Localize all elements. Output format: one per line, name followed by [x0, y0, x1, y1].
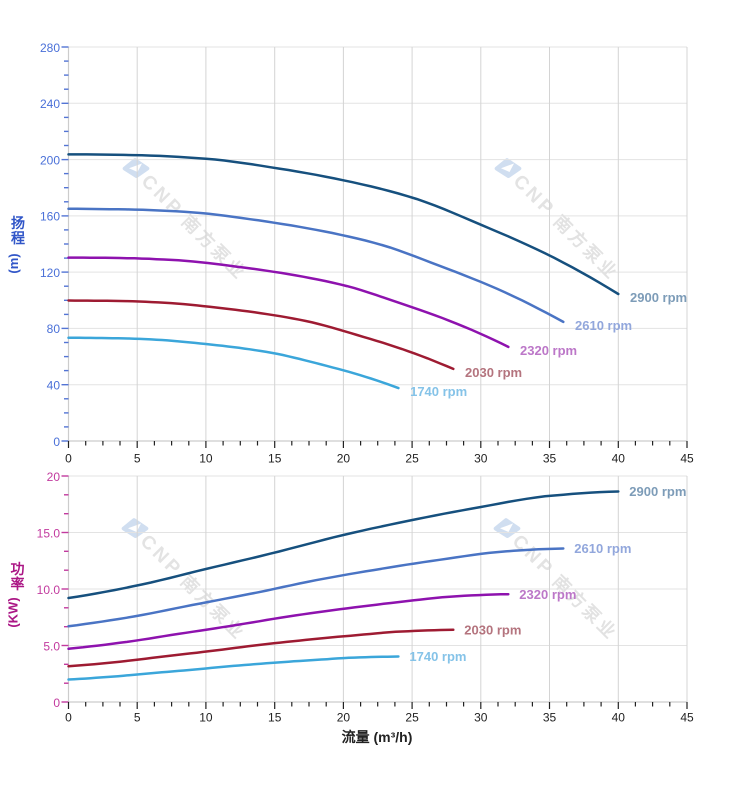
svg-text:5: 5 [134, 451, 141, 465]
svg-text:40: 40 [612, 711, 626, 725]
svg-text:40: 40 [47, 379, 61, 393]
svg-text:35: 35 [543, 451, 557, 465]
svg-text:率: 率 [11, 576, 25, 592]
svg-text:15: 15 [268, 451, 282, 465]
svg-text:15.0: 15.0 [37, 526, 61, 540]
svg-text:80: 80 [47, 322, 61, 336]
svg-text:1740 rpm: 1740 rpm [410, 384, 467, 399]
svg-text:15: 15 [268, 711, 282, 725]
svg-text:2900 rpm: 2900 rpm [629, 484, 686, 499]
svg-text:20: 20 [47, 470, 61, 484]
svg-text:扬: 扬 [11, 215, 25, 231]
svg-text:30: 30 [474, 711, 488, 725]
svg-text:120: 120 [40, 266, 60, 280]
svg-text:(KW): (KW) [6, 597, 21, 627]
svg-text:0: 0 [65, 711, 72, 725]
svg-text:5: 5 [134, 711, 141, 725]
svg-text:2320 rpm: 2320 rpm [519, 587, 576, 602]
svg-text:程: 程 [11, 230, 25, 246]
svg-text:10: 10 [199, 451, 213, 465]
svg-text:25: 25 [405, 451, 419, 465]
svg-text:5.0: 5.0 [43, 639, 60, 653]
svg-text:25: 25 [405, 711, 419, 725]
svg-text:30: 30 [474, 451, 488, 465]
svg-text:2320 rpm: 2320 rpm [520, 343, 577, 358]
svg-text:0: 0 [53, 435, 60, 449]
svg-text:45: 45 [680, 711, 694, 725]
svg-text:流量 (m³/h): 流量 (m³/h) [342, 729, 413, 745]
svg-text:2900 rpm: 2900 rpm [630, 290, 687, 305]
svg-text:功: 功 [11, 561, 25, 577]
svg-text:45: 45 [680, 451, 694, 465]
svg-text:20: 20 [337, 451, 351, 465]
svg-text:0: 0 [53, 696, 60, 710]
svg-text:40: 40 [612, 451, 626, 465]
svg-text:1740 rpm: 1740 rpm [409, 649, 466, 664]
svg-text:10.0: 10.0 [37, 583, 61, 597]
svg-text:10: 10 [199, 711, 213, 725]
svg-text:0: 0 [65, 451, 72, 465]
svg-text:20: 20 [337, 711, 351, 725]
svg-text:280: 280 [40, 41, 60, 55]
svg-text:35: 35 [543, 711, 557, 725]
svg-text:2610 rpm: 2610 rpm [575, 318, 632, 333]
svg-text:240: 240 [40, 97, 60, 111]
svg-text:2030 rpm: 2030 rpm [465, 365, 522, 380]
svg-text:2610 rpm: 2610 rpm [574, 541, 631, 556]
svg-text:(m): (m) [6, 253, 21, 273]
svg-text:160: 160 [40, 210, 60, 224]
svg-text:2030 rpm: 2030 rpm [464, 623, 521, 638]
svg-text:200: 200 [40, 153, 60, 167]
